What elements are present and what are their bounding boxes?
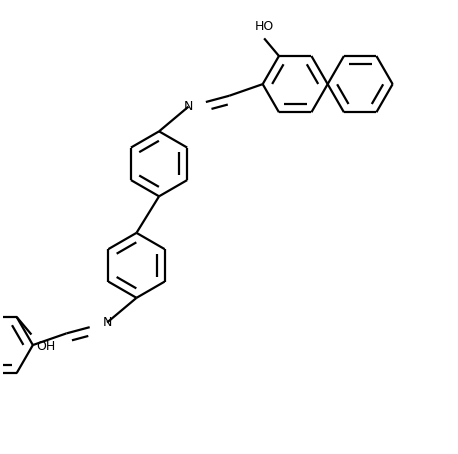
Text: N: N <box>184 100 193 113</box>
Text: OH: OH <box>36 340 55 353</box>
Text: N: N <box>103 316 112 329</box>
Text: HO: HO <box>255 20 274 33</box>
